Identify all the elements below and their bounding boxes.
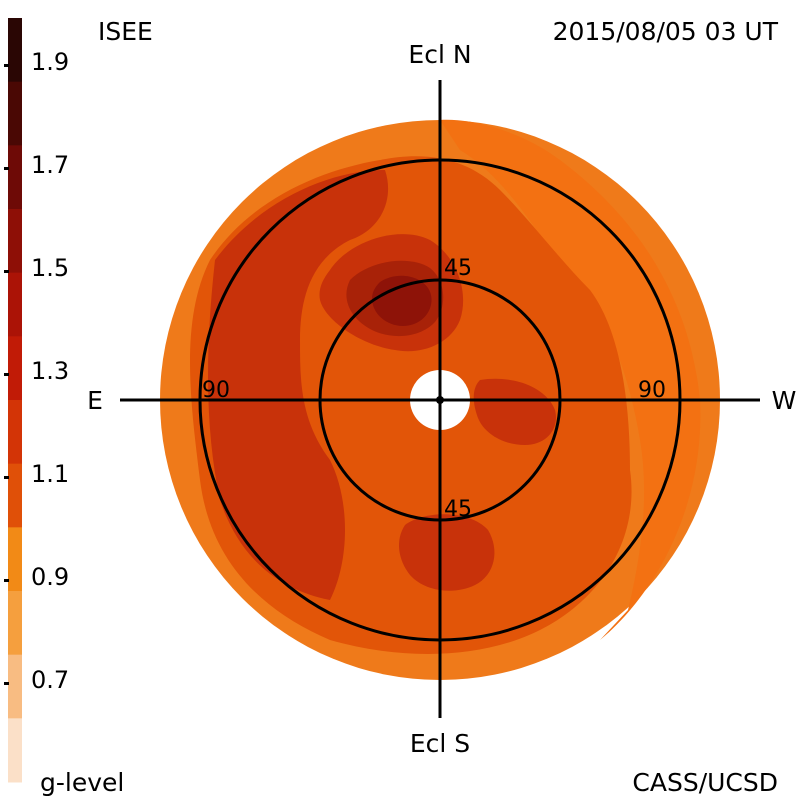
ring-label-45-bottom: 45 xyxy=(444,497,472,522)
direction-south-label: Ecl S xyxy=(410,729,470,758)
color-bar-tick-label: 1.7 xyxy=(31,151,69,179)
color-bar-tick-label: 0.9 xyxy=(31,563,69,591)
color-bar-band xyxy=(8,400,22,465)
map-western-region xyxy=(440,119,701,640)
color-bar-tick xyxy=(4,167,9,170)
timestamp-label: 2015/08/05 03 UT xyxy=(553,17,779,46)
color-bar-band xyxy=(8,591,22,656)
sky-map: 45 45 90 90 xyxy=(120,80,760,718)
color-bar-tick xyxy=(4,579,9,582)
color-bar-tick-label: 1.3 xyxy=(31,357,69,385)
color-bar-band xyxy=(8,209,22,274)
color-bar-tick xyxy=(4,682,9,685)
color-bar-band xyxy=(8,463,22,528)
color-bar-band xyxy=(8,272,22,337)
color-bar-band xyxy=(8,18,22,83)
ring-label-45-top: 45 xyxy=(444,256,472,281)
color-bar xyxy=(8,18,22,783)
color-bar-tick xyxy=(4,373,9,376)
ring-label-90-left: 90 xyxy=(202,378,230,403)
color-bar-band xyxy=(8,654,22,719)
direction-east-label: E xyxy=(87,386,103,415)
instrument-label: ISEE xyxy=(98,17,153,46)
color-bar-tick xyxy=(4,270,9,273)
credit-label: CASS/UCSD xyxy=(632,768,778,797)
color-bar-band xyxy=(8,718,22,783)
color-bar-tick xyxy=(4,64,9,67)
direction-west-label: W xyxy=(772,386,797,415)
sun-center-marker xyxy=(436,396,444,404)
map-lower-enhancement xyxy=(398,514,495,591)
color-bar-title: g-level xyxy=(40,768,124,797)
color-bar-labels: 1.9 1.7 1.5 1.3 1.1 0.9 0.7 xyxy=(4,48,69,694)
color-bar-band xyxy=(8,81,22,146)
color-bar-band xyxy=(8,336,22,401)
map-western-enhancement xyxy=(473,378,556,445)
color-bar-tick-label: 0.7 xyxy=(31,666,69,694)
color-bar-tick xyxy=(4,476,9,479)
direction-north-label: Ecl N xyxy=(408,40,471,69)
map-peak-enhancement xyxy=(372,275,432,327)
color-bar-tick-label: 1.1 xyxy=(31,460,69,488)
map-eastern-shade xyxy=(208,170,389,600)
ring-label-90-right: 90 xyxy=(638,378,666,403)
color-bar-band xyxy=(8,527,22,592)
color-bar-tick-label: 1.9 xyxy=(31,48,69,76)
color-bar-tick-label: 1.5 xyxy=(31,254,69,282)
color-bar-band xyxy=(8,145,22,210)
